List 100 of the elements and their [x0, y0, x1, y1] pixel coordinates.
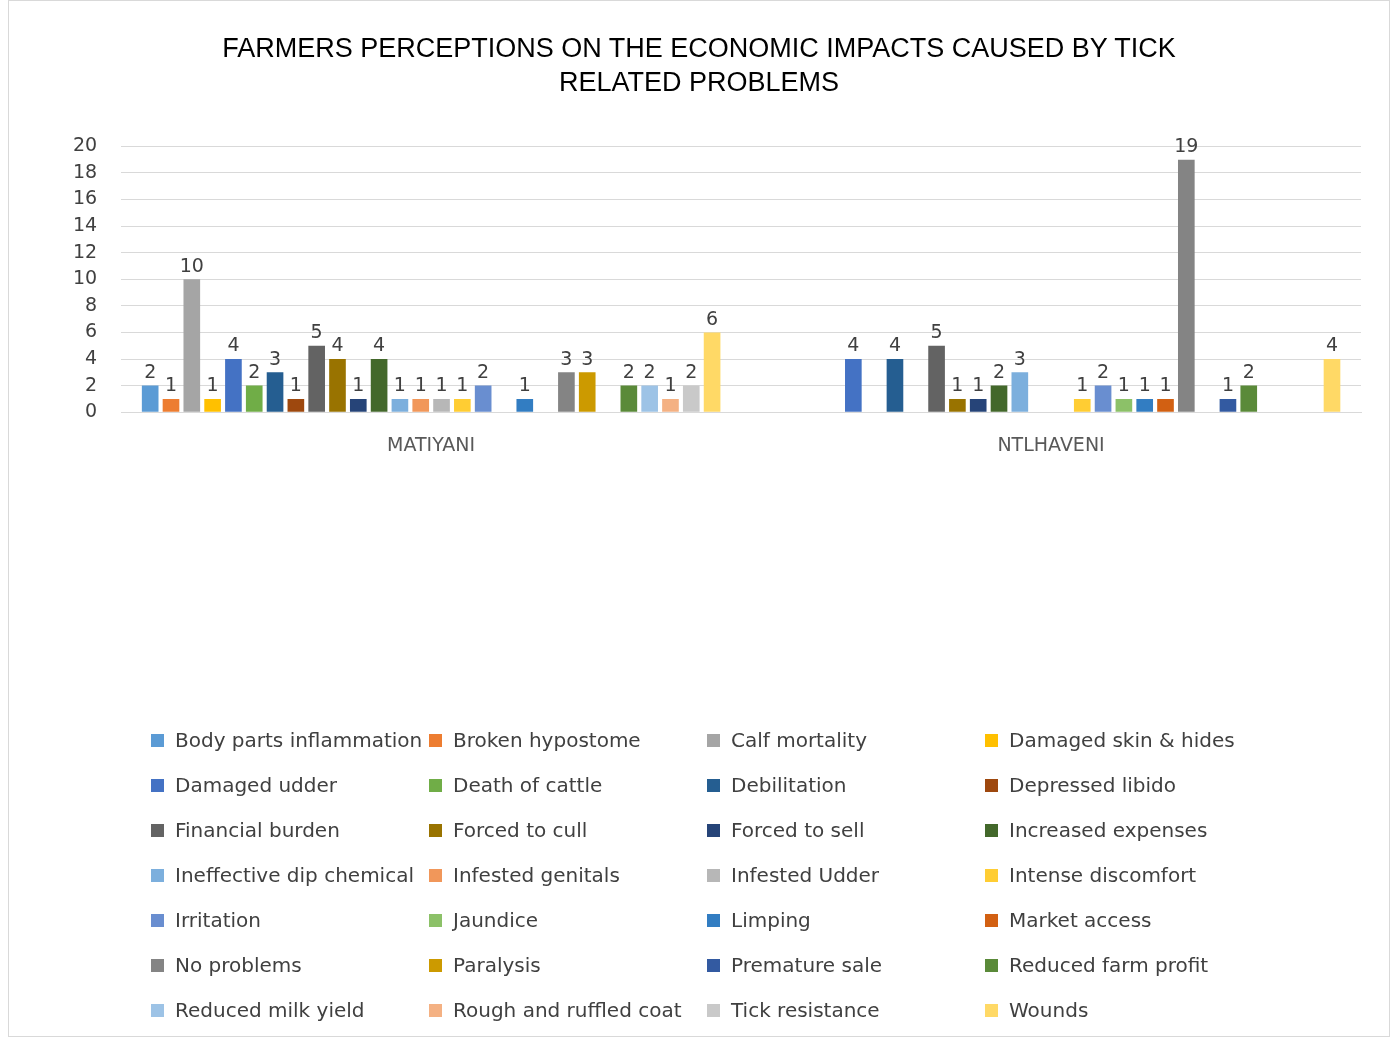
bar [662, 398, 679, 412]
data-label: 2 [643, 360, 656, 383]
bar [225, 359, 242, 412]
bar [682, 385, 700, 412]
y-tick-label: 14 [72, 213, 98, 236]
bar [370, 359, 388, 412]
bar [412, 398, 430, 412]
data-label: 3 [560, 346, 573, 369]
bar [620, 385, 638, 412]
data-label: 1 [1117, 373, 1130, 396]
bar [1177, 159, 1195, 412]
bar [886, 359, 904, 412]
bar [1136, 398, 1154, 412]
data-label: 1 [1138, 373, 1151, 396]
data-label: 1 [289, 373, 302, 396]
data-label: 5 [930, 320, 943, 343]
legend-label: Tick resistance [731, 998, 880, 1022]
data-label: 6 [706, 306, 719, 329]
legend-label: Wounds [1009, 998, 1089, 1022]
bar [969, 398, 987, 412]
data-label: 1 [972, 373, 985, 396]
bar [845, 359, 862, 412]
data-label: 4 [847, 333, 860, 356]
bar [474, 385, 492, 412]
x-tick-label: MATIYANI [387, 432, 476, 455]
bar [1323, 359, 1341, 412]
data-label: 4 [1325, 333, 1339, 356]
data-label: 3 [269, 346, 282, 369]
y-tick-label: 10 [72, 266, 98, 289]
data-label: 4 [227, 333, 240, 356]
legend-label: Infested genitals [453, 863, 620, 887]
bar [245, 385, 263, 412]
data-label: 1 [352, 373, 365, 396]
bar [266, 372, 284, 412]
y-tick-label: 18 [72, 159, 98, 182]
data-label: 2 [622, 360, 635, 383]
data-label: 2 [477, 360, 490, 383]
legend-label: Broken hypostome [453, 728, 641, 752]
data-label: 2 [1242, 360, 1255, 383]
data-label: 1 [414, 373, 427, 396]
data-label: 2 [248, 360, 261, 383]
bar [1011, 372, 1029, 412]
data-label: 2 [144, 360, 157, 383]
legend-label: Damaged skin & hides [1009, 728, 1235, 752]
data-label: 4 [373, 333, 386, 356]
legend-label: Limping [731, 908, 811, 932]
legend-label: Market access [1009, 908, 1152, 932]
bar [990, 385, 1008, 412]
bar [287, 398, 305, 412]
legend-label: Irritation [175, 908, 261, 932]
y-tick-label: 8 [85, 292, 98, 315]
legend-label: Rough and ruffled coat [453, 998, 682, 1022]
bar [204, 398, 221, 412]
y-tick-label: 0 [85, 399, 98, 422]
bar [183, 279, 201, 412]
y-tick-label: 2 [85, 372, 98, 395]
legend-label: Paralysis [453, 953, 541, 977]
data-label: 19 [1174, 134, 1199, 157]
legend-label: Jaundice [453, 908, 539, 932]
bar [308, 345, 325, 412]
y-tick-label: 4 [85, 345, 98, 368]
data-label: 1 [456, 373, 469, 396]
legend-label: Intense discomfort [1009, 863, 1197, 887]
legend-label: Ineffective dip chemical [175, 863, 414, 887]
data-label: 1 [518, 373, 531, 396]
bar [1157, 398, 1174, 412]
bar [1094, 385, 1112, 412]
legend-label: Financial burden [175, 818, 340, 842]
data-label: 1 [951, 373, 964, 396]
bar [1115, 398, 1133, 412]
data-label: 2 [685, 360, 698, 383]
legend-label: Premature sale [731, 953, 883, 977]
data-label: 10 [179, 253, 204, 276]
data-label: 3 [581, 346, 594, 369]
bar [162, 398, 180, 412]
legend-label: Debilitation [731, 773, 847, 797]
legend-label: Death of cattle [453, 773, 603, 797]
y-tick-label: 16 [72, 186, 98, 209]
bar [349, 398, 367, 412]
data-label: 1 [1221, 373, 1234, 396]
bar [1240, 385, 1258, 412]
data-label: 2 [992, 360, 1006, 383]
bar [558, 372, 575, 412]
legend-label: No problems [175, 953, 302, 977]
y-tick-label: 6 [85, 319, 98, 342]
legend-label: Forced to cull [453, 818, 588, 842]
legend-label: Infested Udder [731, 863, 880, 887]
bar [454, 398, 471, 412]
bar [141, 385, 159, 412]
bar [1073, 398, 1091, 412]
legend-label: Reduced farm profit [1009, 953, 1209, 977]
bar [1219, 398, 1237, 412]
data-label: 3 [1013, 346, 1026, 369]
legend-label: Reduced milk yield [175, 998, 365, 1022]
legend-label: Damaged udder [175, 773, 338, 797]
bar [433, 398, 450, 412]
bar [949, 398, 966, 412]
data-label: 1 [393, 373, 406, 396]
bar [928, 345, 945, 412]
chart-title: FARMERS PERCEPTIONS ON THE ECONOMIC IMPACTS CAUSED BY TICK RELATED PROBLEMS [221, 32, 1177, 99]
